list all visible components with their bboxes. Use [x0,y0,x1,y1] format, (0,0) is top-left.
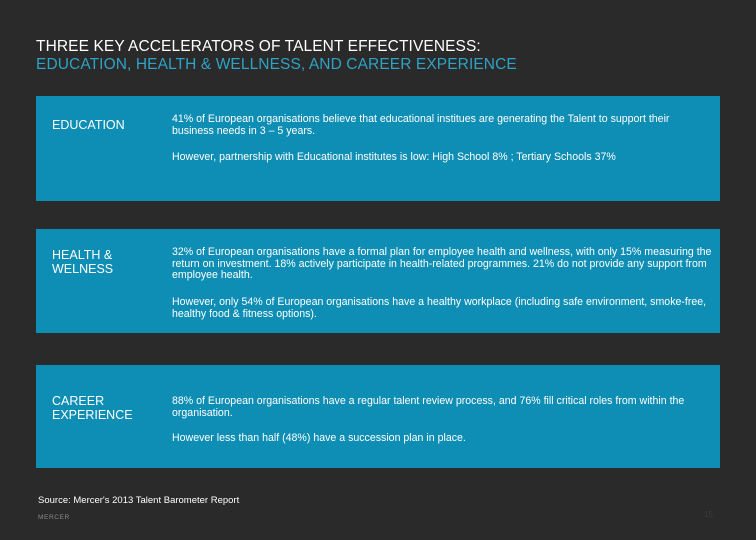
career-experience-label: CAREER EXPERIENCE [52,394,133,422]
education-panel: EDUCATION 41% of European organisations … [36,96,720,201]
career-experience-panel: CAREER EXPERIENCE 88% of European organi… [36,365,720,468]
career-experience-text-1: 88% of European organisations have a reg… [172,395,685,419]
health-wellness-panel: HEALTH & WELNESS 32% of European organis… [36,229,720,333]
health-wellness-text-2: However, only 54% of European organisati… [172,296,707,320]
education-label: EDUCATION [52,118,125,132]
page-title-line1: THREE KEY ACCELERATORS OF TALENT EFFECTI… [36,38,481,55]
page-number: 15 [704,510,713,519]
career-experience-text-2: However less than half (48%) have a succ… [172,432,466,444]
source-note: Source: Mercer's 2013 Talent Barometer R… [38,495,240,506]
health-wellness-label: HEALTH & WELNESS [52,248,114,276]
mercer-logo: MERCER [38,514,70,521]
page-title-line2: EDUCATION, HEALTH & WELLNESS, AND CAREER… [36,56,517,73]
education-text-2: However, partnership with Educational in… [172,151,616,163]
education-text-1: 41% of European organisations believe th… [172,113,670,137]
page-title: THREE KEY ACCELERATORS OF TALENT EFFECTI… [36,38,736,74]
health-wellness-text-1: 32% of European organisations have a for… [172,246,712,281]
